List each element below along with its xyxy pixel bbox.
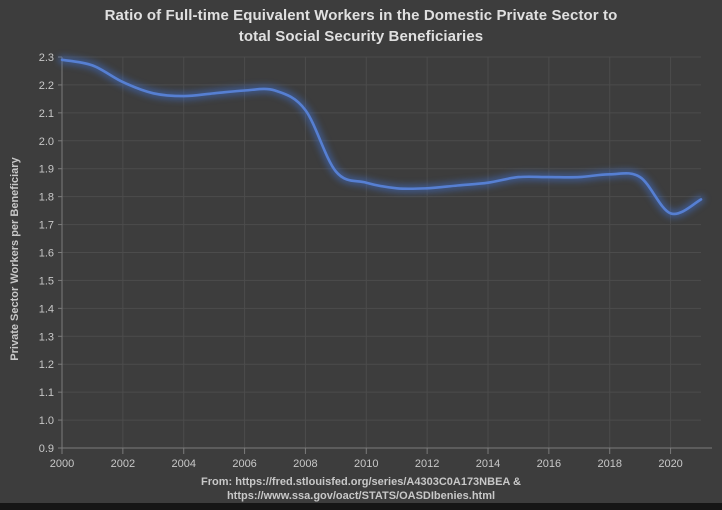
svg-text:2006: 2006 — [232, 458, 256, 470]
svg-text:1.4: 1.4 — [39, 303, 54, 315]
svg-text:2012: 2012 — [415, 458, 439, 470]
svg-text:2.2: 2.2 — [39, 80, 54, 92]
svg-text:2016: 2016 — [537, 458, 561, 470]
svg-text:2018: 2018 — [597, 458, 621, 470]
svg-text:1.3: 1.3 — [39, 331, 54, 343]
svg-text:0.9: 0.9 — [39, 443, 54, 455]
chart-title-line1: Ratio of Full-time Equivalent Workers in… — [104, 7, 618, 24]
svg-text:1.5: 1.5 — [39, 275, 54, 287]
source-caption-line1: From: https://fred.stlouisfed.org/series… — [201, 476, 521, 488]
svg-text:2002: 2002 — [111, 458, 135, 470]
bottom-edge-bar — [0, 503, 722, 510]
svg-text:1.6: 1.6 — [39, 248, 54, 260]
plot-area: 0.9 1.0 1.1 1.2 1.3 1.4 1.5 1.6 1.7 1.8 1.9 2.0 2.1 2… — [39, 52, 712, 470]
svg-text:1.8: 1.8 — [39, 192, 54, 204]
chart-title-line2: total Social Security Beneficiaries — [238, 28, 484, 45]
svg-text:2020: 2020 — [658, 458, 682, 470]
svg-text:2004: 2004 — [171, 458, 195, 470]
source-caption-line2: https://www.ssa.gov/oact/STATS/OASDIbeni… — [226, 489, 496, 502]
svg-text:1.7: 1.7 — [39, 220, 54, 232]
svg-text:2014: 2014 — [476, 458, 500, 470]
source-caption: From: https://fred.stlouisfed.org/series… — [0, 476, 722, 503]
y-axis-title: Private Sector Workers per Beneficiary — [9, 157, 21, 361]
svg-text:1.0: 1.0 — [39, 415, 54, 427]
svg-text:1.9: 1.9 — [39, 164, 54, 176]
svg-text:2.1: 2.1 — [39, 108, 54, 120]
chart-title: Ratio of Full-time Equivalent Workers in… — [0, 5, 722, 47]
svg-text:2.3: 2.3 — [39, 52, 54, 64]
svg-text:2000: 2000 — [50, 458, 74, 470]
svg-text:1.1: 1.1 — [39, 387, 54, 399]
svg-text:2.0: 2.0 — [39, 136, 54, 148]
svg-text:1.2: 1.2 — [39, 359, 54, 371]
svg-text:2008: 2008 — [293, 458, 317, 470]
svg-text:2010: 2010 — [354, 458, 378, 470]
